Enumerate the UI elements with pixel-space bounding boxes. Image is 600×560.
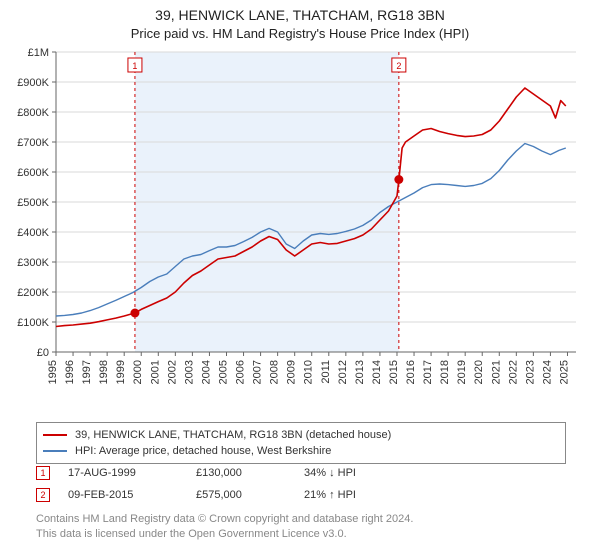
sales-table: 1 17-AUG-1999 £130,000 34% ↓ HPI 2 09-FE… xyxy=(36,462,566,506)
svg-text:2002: 2002 xyxy=(166,360,178,384)
svg-text:£1M: £1M xyxy=(28,47,49,59)
svg-text:2004: 2004 xyxy=(200,360,212,384)
svg-text:2020: 2020 xyxy=(473,360,485,384)
sale-delta: 21% ↑ HPI xyxy=(304,489,414,501)
sale-date: 09-FEB-2015 xyxy=(68,489,178,501)
svg-text:2001: 2001 xyxy=(149,360,161,384)
legend-row-property: 39, HENWICK LANE, THATCHAM, RG18 3BN (de… xyxy=(43,427,559,443)
svg-text:2000: 2000 xyxy=(132,360,144,384)
sale-date: 17-AUG-1999 xyxy=(68,467,178,479)
svg-text:2012: 2012 xyxy=(337,360,349,384)
svg-text:£700K: £700K xyxy=(17,137,49,149)
chart-title: 39, HENWICK LANE, THATCHAM, RG18 3BN Pri… xyxy=(0,0,600,42)
sale-price: £575,000 xyxy=(196,489,286,501)
legend: 39, HENWICK LANE, THATCHAM, RG18 3BN (de… xyxy=(36,422,566,464)
sale-marker-icon: 2 xyxy=(36,488,50,502)
svg-text:1999: 1999 xyxy=(115,360,127,384)
svg-text:2008: 2008 xyxy=(269,360,281,384)
footnote-line: This data is licensed under the Open Gov… xyxy=(36,527,566,542)
legend-row-hpi: HPI: Average price, detached house, West… xyxy=(43,443,559,459)
chart-svg: £0 £100K £200K £300K £400K £500K £600K £700K £80… xyxy=(0,42,600,412)
svg-text:2016: 2016 xyxy=(405,360,417,384)
svg-text:2011: 2011 xyxy=(320,360,332,384)
title-subtitle: Price paid vs. HM Land Registry's House … xyxy=(0,25,600,43)
chart-area: £0 £100K £200K £300K £400K £500K £600K £700K £80… xyxy=(0,42,600,412)
svg-text:2019: 2019 xyxy=(456,360,468,384)
svg-text:£500K: £500K xyxy=(17,197,49,209)
svg-text:1: 1 xyxy=(132,61,137,71)
svg-text:1995: 1995 xyxy=(47,360,59,384)
svg-text:2009: 2009 xyxy=(286,360,298,384)
svg-text:2024: 2024 xyxy=(541,360,553,384)
legend-swatch-property xyxy=(43,434,67,436)
svg-text:2007: 2007 xyxy=(252,360,264,384)
legend-swatch-hpi xyxy=(43,450,67,452)
svg-text:2006: 2006 xyxy=(235,360,247,384)
svg-text:£200K: £200K xyxy=(17,287,49,299)
svg-text:2005: 2005 xyxy=(217,360,229,384)
footnote: Contains HM Land Registry data © Crown c… xyxy=(36,512,566,542)
svg-text:2010: 2010 xyxy=(303,360,315,384)
svg-text:2021: 2021 xyxy=(490,360,502,384)
svg-text:£800K: £800K xyxy=(17,107,49,119)
svg-text:2023: 2023 xyxy=(524,360,536,384)
svg-text:1997: 1997 xyxy=(81,360,93,384)
svg-text:£300K: £300K xyxy=(17,257,49,269)
svg-text:1998: 1998 xyxy=(98,360,110,384)
sale-delta: 34% ↓ HPI xyxy=(304,467,414,479)
footnote-line: Contains HM Land Registry data © Crown c… xyxy=(36,512,566,527)
legend-label-property: 39, HENWICK LANE, THATCHAM, RG18 3BN (de… xyxy=(75,429,391,441)
svg-text:£100K: £100K xyxy=(17,317,49,329)
svg-text:2022: 2022 xyxy=(507,360,519,384)
legend-label-hpi: HPI: Average price, detached house, West… xyxy=(75,445,331,457)
svg-text:2017: 2017 xyxy=(422,360,434,384)
svg-text:2013: 2013 xyxy=(354,360,366,384)
svg-text:2014: 2014 xyxy=(371,360,383,384)
svg-text:2018: 2018 xyxy=(439,360,451,384)
svg-text:2003: 2003 xyxy=(183,360,195,384)
sale-price: £130,000 xyxy=(196,467,286,479)
svg-text:£600K: £600K xyxy=(17,167,49,179)
sale-marker-icon: 1 xyxy=(36,466,50,480)
svg-text:£0: £0 xyxy=(37,347,49,359)
sale-row: 2 09-FEB-2015 £575,000 21% ↑ HPI xyxy=(36,484,566,506)
svg-text:1996: 1996 xyxy=(64,360,76,384)
sale-row: 1 17-AUG-1999 £130,000 34% ↓ HPI xyxy=(36,462,566,484)
svg-text:£900K: £900K xyxy=(17,77,49,89)
svg-text:2: 2 xyxy=(396,61,401,71)
title-address: 39, HENWICK LANE, THATCHAM, RG18 3BN xyxy=(0,6,600,25)
svg-text:2015: 2015 xyxy=(388,360,400,384)
svg-text:£400K: £400K xyxy=(17,227,49,239)
svg-text:2025: 2025 xyxy=(558,360,570,384)
